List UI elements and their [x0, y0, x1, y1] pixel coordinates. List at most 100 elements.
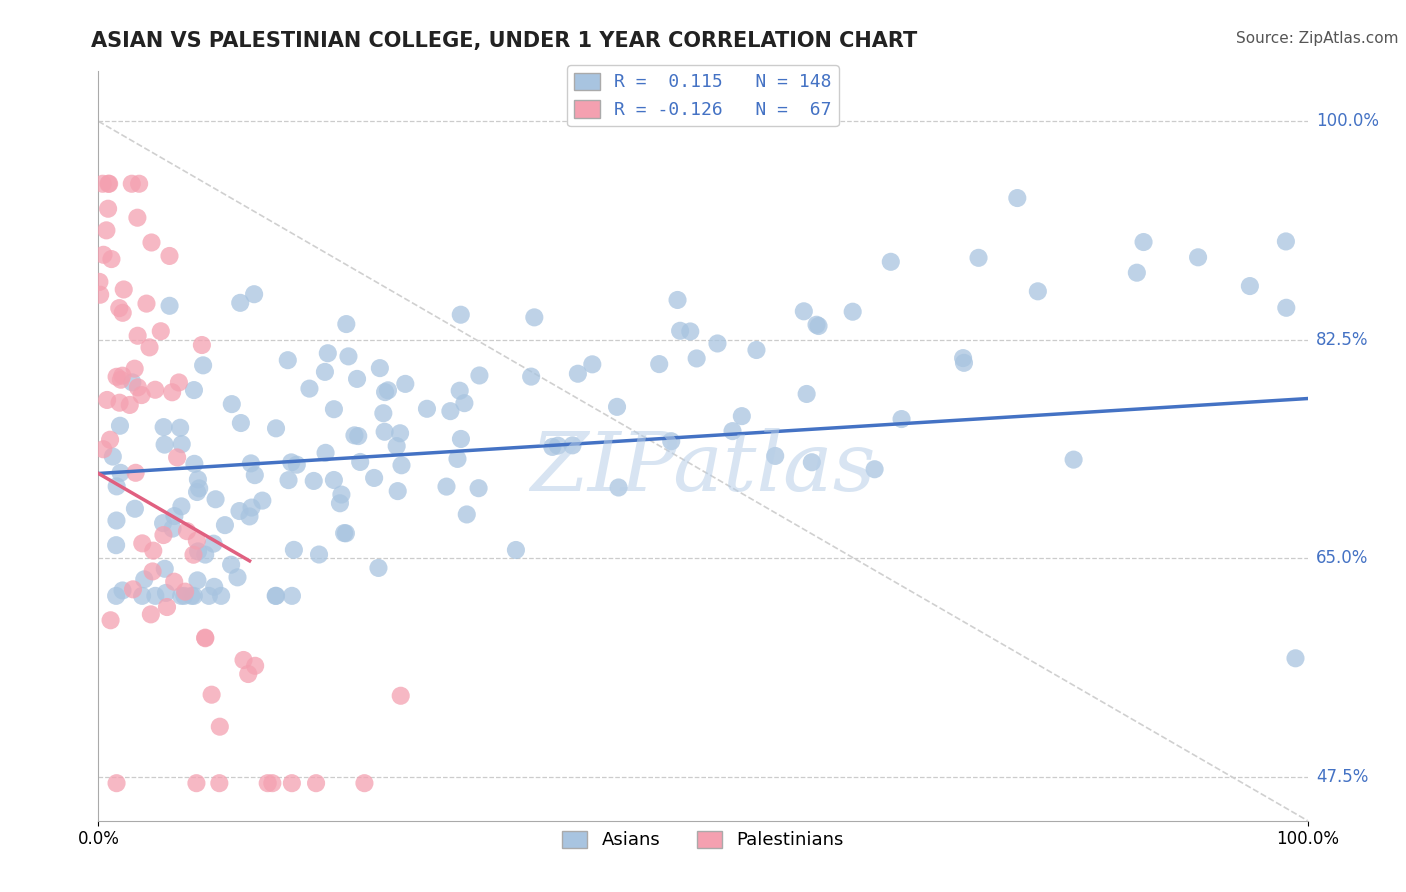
Point — [163, 509, 186, 524]
Point — [194, 632, 217, 646]
Point — [128, 177, 150, 191]
Point — [256, 776, 278, 790]
Point — [349, 455, 371, 469]
Point — [240, 500, 263, 515]
Point — [183, 548, 205, 562]
Point — [841, 304, 863, 318]
Point — [648, 357, 671, 371]
Point — [229, 296, 252, 310]
Point — [121, 177, 143, 191]
Point — [606, 400, 628, 414]
Point — [373, 406, 395, 420]
Point — [110, 373, 132, 387]
Point — [368, 361, 391, 376]
Point — [252, 493, 274, 508]
Point — [228, 504, 250, 518]
Point — [520, 369, 543, 384]
Point — [159, 299, 181, 313]
Point — [363, 471, 385, 485]
Point — [377, 384, 399, 398]
Point — [679, 325, 702, 339]
Point — [191, 359, 214, 373]
Point — [374, 425, 396, 439]
Point — [1239, 279, 1261, 293]
Point — [131, 589, 153, 603]
Point — [131, 388, 153, 402]
Point — [142, 565, 165, 579]
Point — [159, 249, 181, 263]
Point — [112, 283, 135, 297]
Point — [467, 481, 489, 495]
Point — [880, 254, 903, 268]
Point — [659, 434, 682, 449]
Point — [124, 501, 146, 516]
Point — [127, 328, 149, 343]
Point — [302, 474, 325, 488]
Point — [243, 468, 266, 483]
Point — [183, 383, 205, 397]
Point — [607, 481, 630, 495]
Point — [323, 402, 346, 417]
Point — [567, 367, 589, 381]
Point — [122, 582, 145, 597]
Text: 65.0%: 65.0% — [1316, 549, 1368, 567]
Point — [335, 317, 357, 331]
Point — [315, 446, 337, 460]
Point — [121, 376, 143, 390]
Point — [262, 776, 284, 790]
Point — [173, 589, 195, 603]
Point — [243, 658, 266, 673]
Point — [139, 607, 162, 622]
Point — [124, 361, 146, 376]
Point — [91, 177, 114, 191]
Point — [446, 451, 468, 466]
Point — [110, 466, 132, 480]
Legend: Asians, Palestinians: Asians, Palestinians — [555, 823, 851, 856]
Point — [450, 432, 472, 446]
Point — [108, 418, 131, 433]
Point — [243, 287, 266, 301]
Text: Source: ZipAtlas.com: Source: ZipAtlas.com — [1236, 31, 1399, 46]
Point — [305, 776, 328, 790]
Point — [153, 562, 176, 576]
Point — [322, 473, 344, 487]
Point — [191, 338, 214, 352]
Point — [1284, 651, 1306, 665]
Point — [194, 548, 217, 562]
Point — [277, 473, 299, 487]
Point — [239, 457, 262, 471]
Point — [863, 462, 886, 476]
Point — [93, 248, 115, 262]
Point — [180, 589, 202, 603]
Point — [264, 421, 287, 435]
Point — [547, 439, 569, 453]
Point — [745, 343, 768, 357]
Point — [264, 589, 287, 603]
Point — [187, 473, 209, 487]
Point — [238, 509, 260, 524]
Point — [97, 177, 120, 191]
Point — [967, 251, 990, 265]
Point — [127, 211, 149, 225]
Point — [127, 380, 149, 394]
Point — [353, 776, 375, 790]
Point — [800, 455, 823, 469]
Point — [450, 308, 472, 322]
Point — [156, 600, 179, 615]
Point — [105, 589, 128, 603]
Point — [685, 351, 707, 366]
Point — [308, 548, 330, 562]
Text: 47.5%: 47.5% — [1316, 768, 1368, 786]
Text: ZIPatlas: ZIPatlas — [530, 428, 876, 508]
Point — [721, 424, 744, 438]
Point — [105, 479, 128, 493]
Point — [135, 296, 157, 310]
Point — [208, 720, 231, 734]
Point — [347, 429, 370, 443]
Point — [330, 487, 353, 501]
Point — [194, 631, 217, 645]
Point — [124, 466, 146, 480]
Point — [131, 536, 153, 550]
Point — [1026, 285, 1049, 299]
Point — [238, 667, 260, 681]
